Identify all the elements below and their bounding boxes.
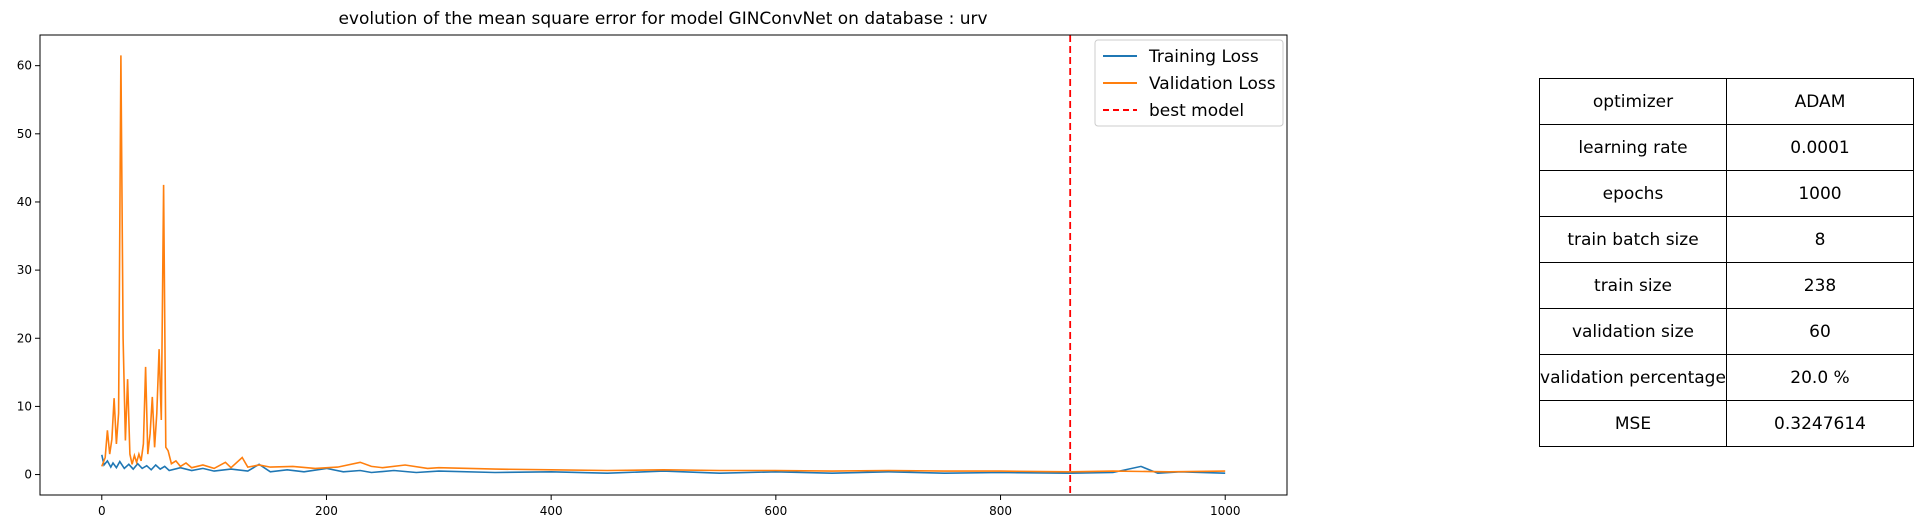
parameter-name: epochs [1539,170,1727,217]
parameters-row: validation percentage 20.0 % [1539,354,1914,401]
series-line-0 [101,454,1226,475]
parameters-row: learning rate 0.0001 [1539,124,1914,171]
parameter-name: train size [1539,262,1727,309]
x-tick-label: 0 [98,504,106,518]
x-tick-label: 600 [764,504,787,518]
parameters-row: optimizer ADAM [1539,78,1914,125]
x-tick-label: 800 [989,504,1012,518]
series-line-1 [101,55,1226,473]
y-tick-label: 50 [17,127,32,141]
y-tick-label: 30 [17,263,32,277]
y-tick-label: 0 [24,468,32,482]
parameters-row: train size 238 [1539,262,1914,309]
parameter-value: 8 [1726,216,1914,263]
parameters-row: train batch size 8 [1539,216,1914,263]
parameter-value: 20.0 % [1726,354,1914,401]
parameter-name: optimizer [1539,78,1727,125]
parameter-value: 0.0001 [1726,124,1914,171]
legend-label: best model [1149,101,1244,121]
x-tick-label: 200 [315,504,338,518]
parameter-name: validation percentage [1539,354,1727,401]
legend: Training Loss Validation Loss best model [1094,39,1284,127]
parameter-name: MSE [1539,400,1727,447]
parameter-value: 0.3247614 [1726,400,1914,447]
x-tick-label: 400 [540,504,563,518]
legend-label: Validation Loss [1149,74,1276,94]
parameters-table: optimizer ADAM learning rate 0.0001 epochs 10… [1539,78,1914,447]
parameter-name: learning rate [1539,124,1727,171]
parameters-row: epochs 1000 [1539,170,1914,217]
y-tick-label: 40 [17,195,32,209]
parameters-row: validation size 60 [1539,308,1914,355]
plot-frame [39,34,1288,496]
parameter-name: train batch size [1539,216,1727,263]
parameter-value: 60 [1726,308,1914,355]
legend-box [1094,39,1284,127]
parameter-value: 238 [1726,262,1914,309]
y-tick-label: 10 [17,399,32,413]
loss-chart: evolution of the mean square error for m… [17,9,1288,518]
parameter-value: 1000 [1726,170,1914,217]
chart-title: evolution of the mean square error for m… [338,9,987,29]
parameters-row: MSE 0.3247614 [1539,400,1914,447]
parameter-value: ADAM [1726,78,1914,125]
x-tick-label: 1000 [1210,504,1241,518]
y-tick-label: 20 [17,331,32,345]
axis-ticks: 0 200 400 600 800 1000 0 10 20 30 40 50 60 [17,59,1241,518]
y-tick-label: 60 [17,59,32,73]
plot-lines [101,35,1226,495]
legend-label: Training Loss [1148,47,1259,67]
parameter-name: validation size [1539,308,1727,355]
